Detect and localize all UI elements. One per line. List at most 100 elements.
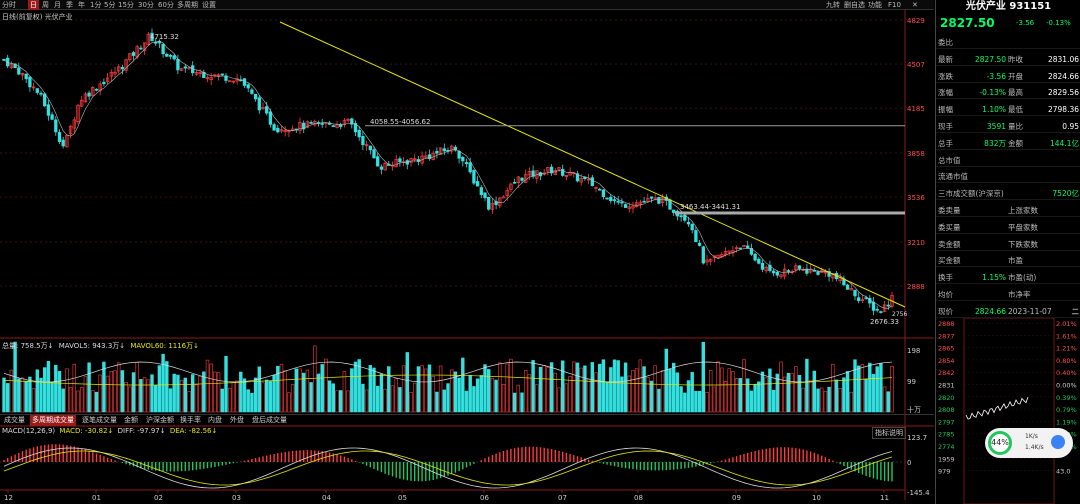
volume-bar bbox=[834, 379, 839, 413]
tab-60min[interactable]: 60分 bbox=[158, 1, 174, 9]
tab-quarterly[interactable]: 季 bbox=[66, 1, 73, 9]
download-speed: 1.4K/s bbox=[1025, 444, 1044, 451]
kline-chart[interactable]: 4715.32 4058.55-4056.62 3463.44-3441.31 267… bbox=[0, 0, 934, 504]
volume-bar bbox=[272, 375, 276, 413]
close-icon[interactable]: ✕ bbox=[912, 1, 918, 9]
volume-bar bbox=[412, 382, 417, 413]
macd-value: MACD: -30.82↓ bbox=[59, 427, 114, 435]
tab-daily[interactable]: 日 bbox=[28, 0, 39, 10]
candle-body bbox=[61, 139, 65, 147]
quote-l1: 三市成交额(沪深京) bbox=[938, 189, 1004, 199]
volume-bar bbox=[653, 365, 657, 413]
remove-favorite-button[interactable]: 删自选 bbox=[844, 1, 865, 9]
candle-body bbox=[701, 246, 705, 264]
volume-bar bbox=[257, 366, 261, 413]
mini-price-tick: 2797 bbox=[938, 418, 955, 426]
f10-button[interactable]: F10 bbox=[888, 1, 901, 9]
volume-bar bbox=[398, 387, 402, 413]
volume-bar bbox=[605, 382, 609, 413]
mini-intraday-chart[interactable]: 2888 2.01% 2877 1.61% 2865 1.21% 2854 0.80% 2842… bbox=[936, 318, 1080, 504]
volume-bar bbox=[882, 386, 887, 413]
quote-v2: 2824.66 bbox=[1047, 71, 1079, 81]
tab-after-hours-volume[interactable]: 盘后成交量 bbox=[252, 416, 287, 424]
candle-body bbox=[276, 127, 280, 133]
tab-multi-period[interactable]: 多周期 bbox=[177, 1, 198, 9]
indicator-help-button[interactable]: 指标说明 bbox=[872, 427, 906, 439]
quote-l1: 现价 bbox=[938, 306, 953, 316]
volume-bar bbox=[235, 380, 239, 413]
tab-turnover[interactable]: 换手率 bbox=[180, 416, 201, 424]
candle-body bbox=[849, 288, 853, 291]
volume-bar bbox=[276, 365, 280, 413]
candle-body bbox=[461, 156, 465, 162]
quote-l2: 最高 bbox=[1008, 88, 1023, 98]
quote-v2: 2829.56 bbox=[1047, 88, 1079, 98]
candle-body bbox=[546, 167, 550, 172]
function-button[interactable]: 功能 bbox=[868, 1, 882, 9]
candle-body bbox=[642, 200, 646, 203]
mini-pct-tick: 0.80% bbox=[1056, 357, 1077, 365]
tab-1min[interactable]: 1分 bbox=[90, 1, 102, 9]
volume-bar bbox=[801, 387, 805, 413]
candle-body bbox=[646, 198, 650, 202]
volume-bar bbox=[172, 373, 176, 413]
candle-body bbox=[860, 299, 865, 302]
tab-sh-sz-amount[interactable]: 沪深金额 bbox=[146, 416, 174, 424]
candle-body bbox=[620, 201, 624, 204]
volume-bar bbox=[686, 380, 691, 413]
candle-body bbox=[679, 215, 683, 218]
volume-bar bbox=[198, 375, 202, 413]
volume-bar bbox=[216, 372, 221, 413]
candle-body bbox=[220, 73, 224, 76]
candle-body bbox=[635, 202, 639, 207]
tab-outer[interactable]: 外盘 bbox=[230, 416, 244, 424]
volume-bar bbox=[80, 387, 84, 413]
tab-intraday[interactable]: 分时 bbox=[2, 1, 16, 9]
volume-bar bbox=[331, 383, 335, 413]
tab-monthly[interactable]: 月 bbox=[54, 1, 61, 9]
candle-body bbox=[686, 221, 691, 225]
quote-l1: 委卖量 bbox=[938, 206, 961, 215]
candle-body bbox=[43, 93, 47, 107]
settings-button[interactable]: 设置 bbox=[202, 1, 216, 9]
candle-body bbox=[623, 204, 628, 208]
tab-inner[interactable]: 内盘 bbox=[208, 416, 222, 424]
quote-l1: 涨幅 bbox=[938, 88, 953, 98]
candle-body bbox=[54, 119, 58, 133]
volume-bar bbox=[868, 362, 872, 413]
tab-30min[interactable]: 30分 bbox=[138, 1, 154, 9]
candle-body bbox=[723, 251, 728, 256]
candle-body bbox=[564, 175, 569, 178]
volume-bar bbox=[2, 377, 6, 413]
upload-speed: 1K/s bbox=[1025, 433, 1038, 440]
volume-bar bbox=[142, 377, 147, 413]
candle-body bbox=[413, 158, 417, 161]
tab-15min[interactable]: 15分 bbox=[118, 1, 134, 9]
accelerate-icon[interactable] bbox=[1051, 435, 1065, 449]
nine-turn-button[interactable]: 九转 bbox=[826, 1, 840, 9]
candle-body bbox=[771, 270, 776, 274]
candle-body bbox=[805, 268, 809, 274]
volume-bar bbox=[131, 372, 136, 413]
tab-tick-volume[interactable]: 逐笔成交量 bbox=[82, 416, 117, 424]
volume-bar bbox=[372, 367, 376, 413]
tab-yearly[interactable]: 年 bbox=[78, 1, 85, 9]
volume-bar bbox=[631, 370, 635, 413]
price-change: -3.56 bbox=[1016, 19, 1035, 27]
tab-volume[interactable]: 成交量 bbox=[4, 416, 25, 424]
volume-bar bbox=[449, 369, 454, 413]
tab-multi-volume[interactable]: 多周期成交量 bbox=[30, 415, 76, 426]
tab-5min[interactable]: 5分 bbox=[104, 1, 116, 9]
candle-body bbox=[265, 106, 269, 114]
candle-body bbox=[342, 119, 347, 126]
price-tick: 3858 bbox=[907, 150, 925, 158]
volume-bar bbox=[424, 368, 428, 413]
volume-bar bbox=[749, 390, 754, 413]
date-tick: 05 bbox=[398, 494, 407, 502]
tab-weekly[interactable]: 周 bbox=[42, 1, 49, 9]
volume-bar bbox=[649, 380, 654, 413]
candle-body bbox=[283, 129, 287, 133]
candle-body bbox=[738, 247, 742, 250]
volume-bar bbox=[483, 364, 487, 413]
tab-amount[interactable]: 金额 bbox=[124, 416, 138, 424]
